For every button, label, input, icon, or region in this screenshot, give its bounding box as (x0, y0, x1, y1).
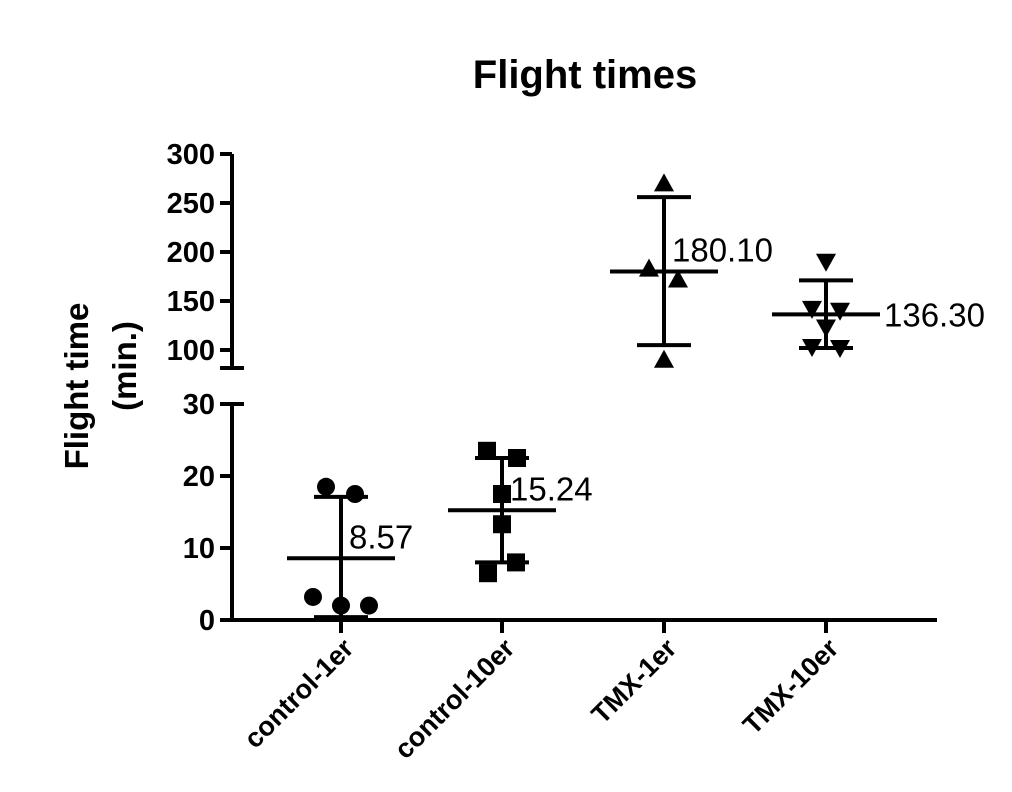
plot-area: 8.57 15.24 180.10 136.30 (287, 173, 985, 620)
data-point (304, 587, 322, 606)
y-tick-label: 10 (183, 533, 215, 565)
chart-title: Flight times (473, 53, 697, 97)
data-point (479, 564, 497, 583)
data-point (830, 340, 850, 359)
data-point (802, 300, 822, 319)
y-tick-label: 30 (183, 389, 215, 421)
mean-value-label: 8.57 (349, 518, 413, 555)
y-tick-label: 100 (167, 335, 215, 367)
data-point (493, 515, 511, 534)
x-tick-label: control-10er (389, 633, 521, 765)
y-axis-label-line1: Flight time (58, 303, 95, 470)
data-point (654, 173, 674, 192)
y-tick-label: 200 (167, 237, 215, 269)
y-tick-label: 150 (167, 286, 215, 318)
data-point (802, 339, 822, 358)
y-tick-label: 20 (183, 461, 215, 493)
y-tick-label: 250 (167, 188, 215, 220)
data-point (346, 485, 364, 503)
data-point (654, 349, 674, 368)
y-tick-label: 0 (199, 605, 215, 637)
data-point (508, 449, 526, 467)
y-tick-label: 300 (167, 139, 215, 171)
data-point (639, 258, 659, 277)
x-tick-label: TMX-10er (737, 633, 845, 741)
data-point (478, 441, 496, 460)
data-point (360, 596, 378, 615)
data-point (830, 302, 850, 321)
data-point (816, 319, 836, 338)
data-point (493, 485, 511, 503)
axes: 0 10 20 30 100 150 200 250 300 control-1er control… (167, 139, 937, 765)
y-axis-label-line2: (min.) (106, 321, 143, 411)
x-tick-label: control-1er (238, 633, 359, 754)
mean-value-label: 136.30 (884, 296, 985, 333)
mean-value-label: 15.24 (510, 470, 593, 507)
data-point (332, 596, 350, 615)
data-point (507, 553, 525, 572)
x-tick-label: TMX-1er (586, 633, 683, 730)
mean-value-label: 180.10 (672, 232, 773, 269)
data-point (816, 253, 836, 272)
data-point (317, 477, 335, 496)
data-point (668, 269, 688, 288)
